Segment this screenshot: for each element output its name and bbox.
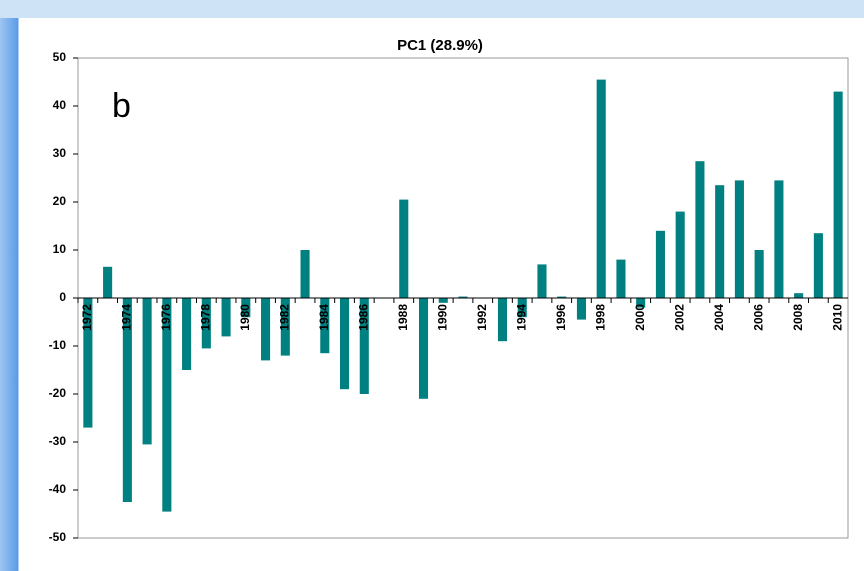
y-tick-label: 50 bbox=[53, 50, 67, 64]
bar bbox=[636, 298, 646, 308]
bar bbox=[557, 296, 567, 298]
bar bbox=[201, 298, 211, 349]
y-tick-label: 40 bbox=[53, 98, 67, 112]
bar bbox=[754, 250, 764, 298]
x-tick-label: 2000 bbox=[633, 304, 647, 331]
bar bbox=[339, 298, 350, 390]
bar bbox=[418, 298, 429, 399]
y-tick-label: -20 bbox=[49, 386, 67, 400]
bar bbox=[320, 298, 330, 354]
bar bbox=[655, 230, 665, 298]
x-tick-label: 1988 bbox=[396, 304, 410, 331]
bar bbox=[162, 298, 172, 512]
top-border bbox=[0, 0, 864, 18]
bar bbox=[813, 233, 823, 298]
bar bbox=[774, 180, 784, 298]
bar bbox=[537, 264, 547, 298]
bar bbox=[794, 293, 804, 298]
bar bbox=[241, 298, 251, 318]
bar bbox=[616, 259, 626, 298]
x-tick-label: 1974 bbox=[120, 304, 134, 331]
bar bbox=[300, 250, 310, 298]
annotation: b bbox=[112, 87, 131, 125]
bar bbox=[833, 91, 843, 298]
bar bbox=[182, 298, 192, 370]
y-tick-label: -10 bbox=[49, 338, 67, 352]
bar bbox=[576, 298, 587, 320]
bar bbox=[734, 180, 744, 298]
bar bbox=[715, 185, 725, 298]
chart-title: PC1 (28.9%) bbox=[397, 37, 483, 54]
y-tick-label: -50 bbox=[49, 530, 67, 544]
x-tick-label: 1990 bbox=[435, 304, 449, 331]
y-tick-label: -30 bbox=[49, 434, 67, 448]
bar bbox=[517, 298, 527, 318]
x-tick-label: 1998 bbox=[593, 304, 607, 331]
bar bbox=[142, 298, 152, 445]
x-tick-label: 1972 bbox=[80, 304, 94, 331]
bar bbox=[458, 296, 468, 298]
bar bbox=[675, 211, 685, 298]
bar bbox=[359, 298, 369, 394]
x-tick-label: 1980 bbox=[238, 304, 252, 331]
y-tick-label: 20 bbox=[53, 194, 67, 208]
bar bbox=[438, 298, 448, 303]
x-tick-label: 1984 bbox=[317, 304, 331, 331]
x-tick-label: 1996 bbox=[554, 304, 568, 331]
bar bbox=[399, 199, 409, 298]
y-tick-label: 10 bbox=[53, 242, 67, 256]
x-tick-label: 2004 bbox=[712, 304, 726, 331]
x-tick-label: 2002 bbox=[672, 304, 686, 331]
y-tick-label: -40 bbox=[49, 482, 67, 496]
x-tick-label: 1994 bbox=[514, 304, 528, 331]
x-tick-label: 2006 bbox=[751, 304, 765, 331]
bar bbox=[83, 298, 93, 428]
bar bbox=[103, 266, 113, 298]
x-tick-label: 2010 bbox=[830, 304, 844, 331]
bar bbox=[596, 79, 606, 298]
x-tick-label: 1978 bbox=[199, 304, 213, 331]
bar bbox=[221, 298, 231, 337]
bar bbox=[261, 298, 271, 361]
x-tick-label: 1986 bbox=[356, 304, 370, 331]
x-tick-label: 1976 bbox=[159, 304, 173, 331]
bar bbox=[695, 161, 705, 298]
bar bbox=[280, 298, 290, 356]
x-tick-label: 2008 bbox=[791, 304, 805, 331]
bar bbox=[497, 298, 508, 342]
x-tick-label: 1992 bbox=[475, 304, 489, 331]
bar bbox=[122, 298, 132, 502]
y-tick-label: 30 bbox=[53, 146, 67, 160]
y-tick-label: 0 bbox=[59, 290, 66, 304]
x-tick-label: 1982 bbox=[277, 304, 291, 331]
